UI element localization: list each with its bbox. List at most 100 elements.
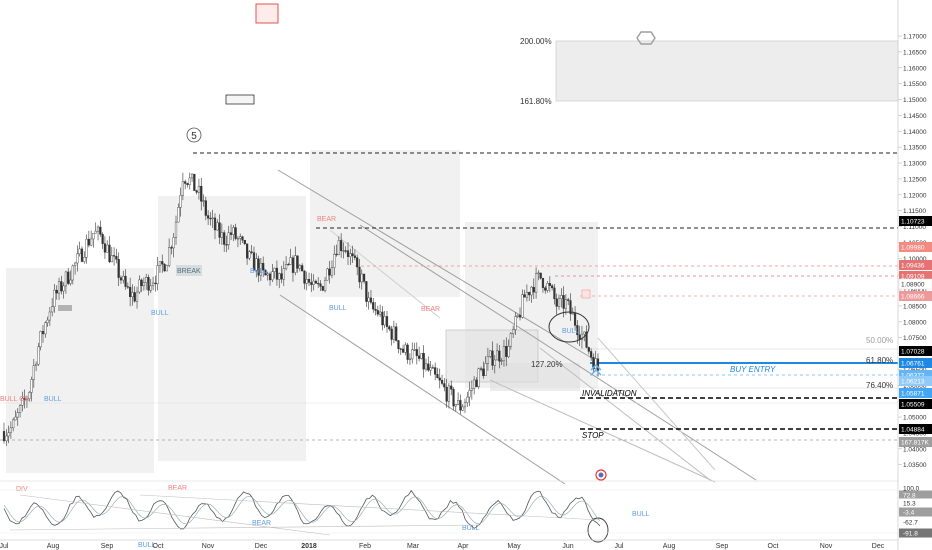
candle — [507, 339, 510, 359]
candle — [51, 298, 54, 317]
y-tick-label: 1.03500 — [903, 462, 927, 469]
candle — [275, 260, 279, 286]
candle — [21, 391, 24, 412]
price-tag: 1.09109 — [899, 271, 932, 281]
candle — [539, 272, 542, 280]
candle — [232, 224, 235, 242]
candle — [436, 367, 439, 379]
price-tag: 1.05509 — [899, 399, 932, 409]
candle — [250, 245, 253, 255]
candle — [454, 403, 457, 412]
candle — [424, 358, 428, 372]
y-tick-label: 1.14000 — [903, 129, 927, 136]
candle — [431, 364, 434, 369]
candle — [296, 255, 299, 273]
candle — [420, 352, 423, 360]
candle — [310, 273, 313, 292]
candle — [129, 277, 132, 307]
candle — [294, 246, 297, 276]
candle — [452, 386, 455, 411]
candle — [32, 358, 35, 388]
candle — [71, 264, 74, 285]
candle — [457, 392, 460, 406]
price-tag-label: 167.817K — [901, 440, 929, 447]
fib-label: 200.00% — [520, 37, 552, 46]
y-tick-label: 1.12000 — [903, 192, 927, 199]
candle — [99, 220, 102, 237]
candle — [372, 298, 375, 313]
candle — [209, 212, 212, 226]
candle — [521, 289, 524, 319]
candle — [534, 267, 538, 299]
highlight-circle — [548, 311, 590, 343]
candle — [301, 263, 304, 272]
candle — [404, 342, 407, 356]
candle — [395, 323, 398, 342]
candle — [333, 245, 336, 276]
annotation-label: DIV — [16, 486, 28, 493]
x-tick-label: Apr — [458, 543, 470, 550]
candle — [475, 377, 478, 388]
x-tick-label: 2018 — [301, 543, 317, 550]
candle — [108, 236, 111, 264]
candle — [145, 273, 148, 290]
candle — [271, 264, 274, 283]
candle — [580, 325, 584, 349]
candle — [243, 239, 246, 246]
candle — [282, 261, 285, 287]
fib-label: 161.80% — [520, 97, 552, 106]
candle — [335, 244, 338, 257]
candle — [576, 320, 579, 344]
level-labels: 200.00% 161.80% 50.00% 61.80% 76.40% 127… — [520, 37, 893, 440]
x-tick-label: Oct — [768, 543, 779, 550]
candle — [278, 272, 281, 289]
candle — [590, 348, 593, 361]
y-tick-label: 1.12500 — [903, 176, 927, 183]
candle — [149, 278, 152, 294]
candle — [246, 243, 249, 265]
candle — [342, 242, 345, 259]
candle — [112, 247, 116, 266]
price-tag: 1.10723 — [899, 216, 932, 226]
diag — [597, 337, 716, 471]
candle — [25, 395, 29, 408]
y-tick-label: 1.08000 — [903, 319, 927, 326]
candle — [567, 297, 570, 306]
candle — [248, 250, 251, 261]
candle — [273, 267, 276, 279]
candle — [470, 380, 473, 400]
osc-tick-label: -91.8 — [903, 531, 918, 538]
candle — [491, 341, 494, 370]
candle — [289, 248, 292, 265]
candle — [57, 277, 61, 300]
candle — [204, 196, 207, 221]
candle — [147, 274, 150, 296]
candle — [362, 273, 366, 284]
candle — [190, 173, 194, 182]
candle — [553, 284, 556, 305]
zone-box — [310, 150, 460, 297]
osc-tick: 15.3 — [899, 498, 932, 508]
candle — [495, 343, 499, 361]
zone-box — [6, 268, 154, 473]
candle — [170, 245, 173, 255]
osc-tick: -91.8 — [899, 528, 932, 538]
candle — [287, 262, 290, 266]
candle — [486, 347, 490, 371]
channel-lower — [279, 294, 566, 485]
x-tick-label: Aug — [663, 543, 676, 550]
candle — [369, 290, 373, 305]
y-tick-label: 1.11500 — [903, 208, 926, 215]
candle — [473, 376, 476, 395]
annotation-label: BEAR — [168, 485, 187, 492]
osc-tick: -62.7 — [899, 517, 932, 527]
candle — [234, 223, 237, 241]
candle — [477, 367, 480, 390]
candle — [560, 288, 563, 308]
candle — [177, 203, 180, 223]
candle — [14, 410, 17, 421]
candle — [165, 264, 168, 272]
candle — [291, 255, 295, 282]
candle — [117, 252, 120, 286]
